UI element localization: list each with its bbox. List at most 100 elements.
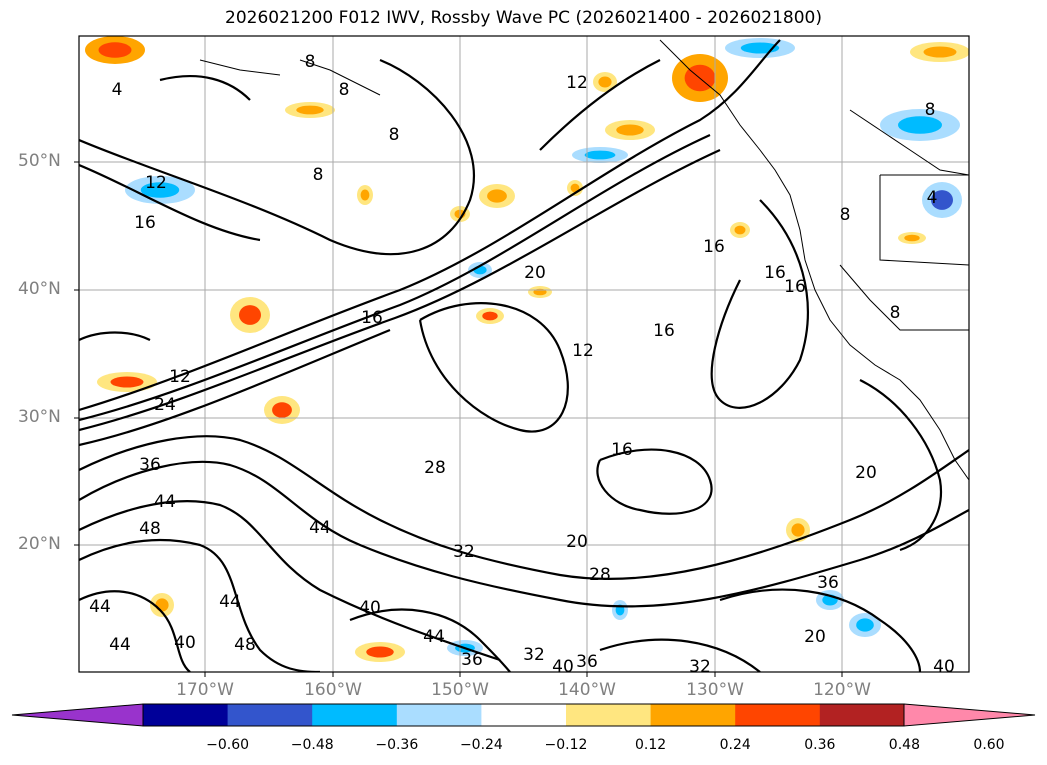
lat-label-40n: 40°N <box>18 279 61 299</box>
contour-label: 8 <box>339 80 350 100</box>
anomaly-patch-core <box>570 183 580 193</box>
lon-label-150w: 150°W <box>431 680 489 700</box>
anomaly-patch-core <box>140 182 180 198</box>
colorbar-tick-label: −0.24 <box>459 737 503 753</box>
anomaly-patch-core <box>898 116 942 134</box>
colorbar-tick-label: −0.36 <box>375 737 419 753</box>
contour-label: 44 <box>89 597 111 617</box>
contour-label: 4 <box>112 80 123 100</box>
contour-label: 32 <box>689 657 711 677</box>
contour-label: 24 <box>154 395 176 415</box>
lon-label-130w: 130°W <box>686 680 744 700</box>
contour-label: 8 <box>890 303 901 323</box>
anomaly-patch-core <box>791 523 805 537</box>
contour-label: 44 <box>309 518 331 538</box>
colorbar-segment <box>312 704 398 726</box>
lat-label-30n: 30°N <box>18 407 61 427</box>
anomaly-patch-core <box>239 305 261 325</box>
colorbar-tick-label: 0.24 <box>719 737 751 753</box>
contour-label: 8 <box>389 125 400 145</box>
contour-label: 32 <box>453 542 475 562</box>
anomaly-patch-core <box>296 105 324 115</box>
colorbar-segment <box>735 704 821 726</box>
gridlines <box>79 36 969 672</box>
anomaly-patch-core <box>734 225 746 235</box>
colorbar-segment <box>566 704 652 726</box>
contour-label: 20 <box>804 627 826 647</box>
anomaly-patch-core <box>482 311 498 321</box>
anomaly-patch-core <box>272 402 292 418</box>
colorbar-segment <box>396 704 482 726</box>
contour-label: 32 <box>523 645 545 665</box>
anomaly-patch-core <box>598 76 612 88</box>
contour-label: 44 <box>154 492 176 512</box>
contour-label: 8 <box>313 165 324 185</box>
anomaly-patch-core <box>931 190 953 210</box>
colorbar-tick-label: 0.12 <box>635 737 667 753</box>
colorbar-tick-label: 0.48 <box>888 737 920 753</box>
contour-label: 28 <box>589 565 611 585</box>
contour-label: 8 <box>305 52 316 72</box>
colorbar-extend-right <box>903 703 1036 727</box>
contour-labels: 84 12881216848816161620121612243644482816… <box>89 52 955 677</box>
lat-label-20n: 20°N <box>18 534 61 554</box>
contour-label: 8 <box>925 100 936 120</box>
lon-label-170w: 170°W <box>176 680 234 700</box>
anomaly-patch-core <box>584 150 616 160</box>
colorbar-segment <box>227 704 313 726</box>
colorbar-tick-label: −0.12 <box>544 737 588 753</box>
contour-label: 12 <box>169 367 191 387</box>
lon-label-120w: 120°W <box>813 680 871 700</box>
contour-label: 44 <box>423 627 445 647</box>
contour-label: 20 <box>524 263 546 283</box>
contour-label: 16 <box>764 263 786 283</box>
lon-label-140w: 140°W <box>558 680 616 700</box>
contour-label: 16 <box>703 237 725 257</box>
contour-label: 12 <box>566 73 588 93</box>
map-title: 2026021200 F012 IWV, Rossby Wave PC (202… <box>225 8 822 28</box>
contour-label: 20 <box>566 532 588 552</box>
contour-label: 48 <box>139 519 161 539</box>
contours <box>79 39 969 672</box>
contour-label: 36 <box>139 455 161 475</box>
contour-label: 16 <box>653 321 675 341</box>
coastlines <box>199 39 969 481</box>
anomaly-patch-core <box>98 42 132 58</box>
contour-label: 20 <box>855 463 877 483</box>
contour-label: 8 <box>840 205 851 225</box>
contour-label: 16 <box>361 308 383 328</box>
contour-label: 44 <box>109 635 131 655</box>
contour-label: 40 <box>359 598 381 618</box>
contour-label: 4 <box>927 188 938 208</box>
anomaly-patch-core <box>616 124 644 136</box>
anomaly-patch-core <box>904 234 920 242</box>
anomaly-patch-core <box>110 376 144 388</box>
colorbar-segment <box>481 704 567 726</box>
contour-label: 44 <box>219 592 241 612</box>
contour-label: 16 <box>611 440 633 460</box>
contour-label: 12 <box>145 173 167 193</box>
contour-label: 36 <box>576 652 598 672</box>
anomaly-patch-core <box>487 189 507 203</box>
colorbar-segment <box>650 704 736 726</box>
anomaly-patch-core <box>366 646 394 658</box>
contour-label: 36 <box>461 650 483 670</box>
contour-label: 36 <box>817 573 839 593</box>
colorbar-extend-left <box>11 703 144 727</box>
contour-label: 40 <box>933 657 955 677</box>
contour-label: 40 <box>174 633 196 653</box>
contour-label: 48 <box>234 635 256 655</box>
contour-label: 16 <box>784 277 806 297</box>
contour-label: 16 <box>134 213 156 233</box>
lat-label-50n: 50°N <box>18 151 61 171</box>
anomaly-patch-core <box>923 46 957 58</box>
colorbar-tick-label: −0.48 <box>290 737 334 753</box>
colorbar-tick-label: 0.60 <box>973 737 1005 753</box>
anomaly-patch-core <box>856 618 874 632</box>
anomaly-patch-core <box>360 189 370 201</box>
colorbar-tick-label: −0.60 <box>206 737 250 753</box>
contour-label: 40 <box>552 657 574 677</box>
colorbar-segment <box>819 704 905 726</box>
